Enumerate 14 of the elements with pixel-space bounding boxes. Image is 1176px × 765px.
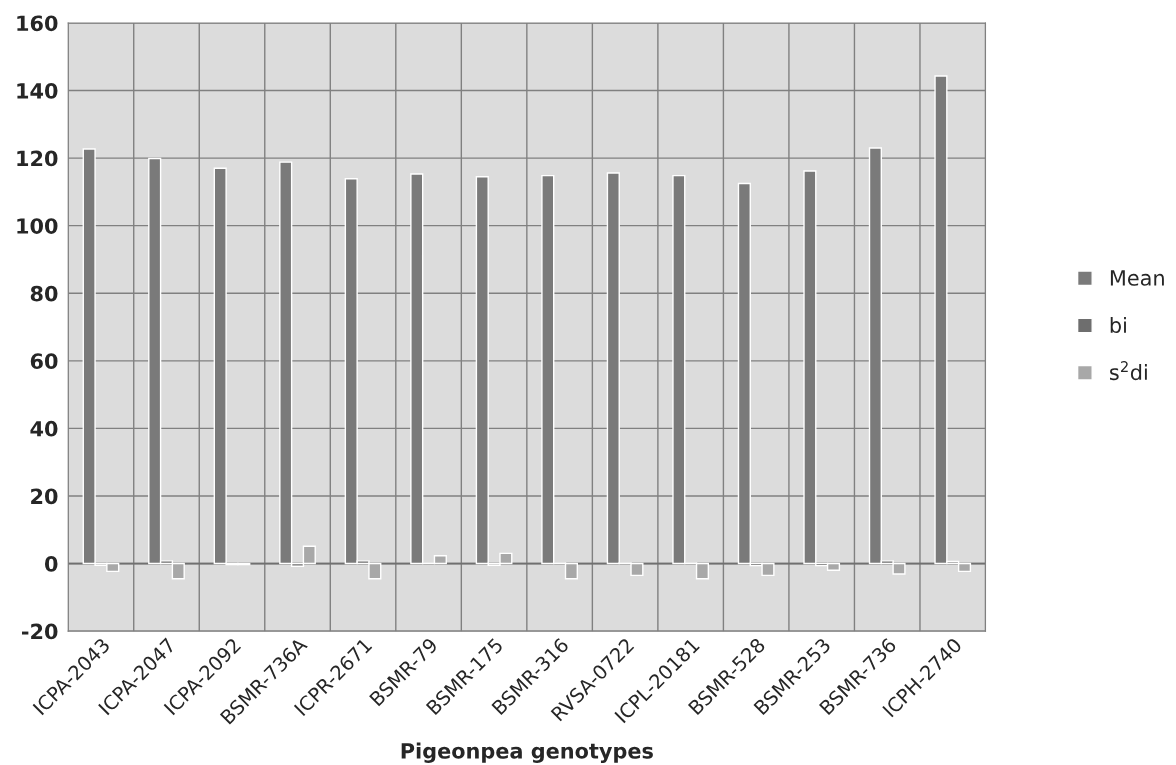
y-tick-label: 60 — [30, 353, 58, 370]
y-tick-label: 0 — [44, 556, 58, 572]
y-tick-label: 120 — [17, 150, 58, 167]
legend-label: s$^{2}$di — [1110, 361, 1147, 381]
y-tick-label: -20 — [21, 623, 58, 640]
x-axis-title: Pigeonpea genotypes — [401, 742, 653, 763]
legend-label: Mean — [1110, 270, 1164, 286]
y-tick-label: 160 — [17, 15, 58, 32]
y-tick-label: 40 — [30, 420, 58, 437]
y-tick-label: 80 — [30, 285, 58, 302]
y-tick-label: 140 — [17, 82, 58, 99]
y-tick-label: 100 — [17, 218, 58, 234]
y-tick-label: 20 — [31, 488, 58, 505]
legend-label: bi — [1110, 316, 1126, 334]
